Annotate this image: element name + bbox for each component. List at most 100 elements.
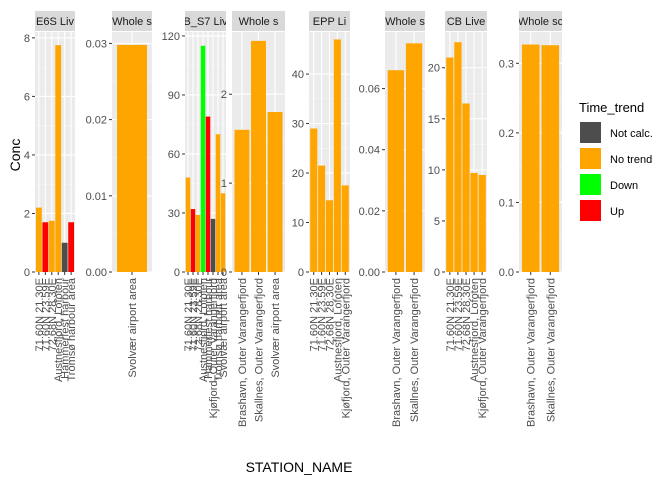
x-tick-label: 71.60N 21.30E	[445, 278, 457, 351]
bar	[341, 185, 349, 272]
y-tick-label: 0.02	[86, 115, 107, 127]
x-tick-label: Tromsø harbour area	[213, 277, 225, 381]
facet-strip-label: CB Live	[447, 16, 486, 28]
bar	[446, 57, 454, 272]
facet-strip	[185, 11, 226, 31]
y-tick-label: 0.02	[359, 206, 380, 218]
legend-key	[580, 174, 601, 195]
x-tick-label: Hammerfest harbour	[60, 278, 72, 379]
bar	[387, 70, 405, 273]
bar	[454, 42, 462, 272]
panel-8: Whole sc 0.0 0.1 0.2 0.3 Brashavn, Outer Vara…	[499, 11, 564, 427]
bar	[251, 40, 266, 273]
x-tick-label: Austnesfjord, Lofoten	[53, 278, 65, 382]
y-tick-label: 0	[434, 267, 440, 279]
bar	[267, 112, 283, 272]
y-tick-label: 2	[221, 89, 227, 101]
x-tick-label: 72.68N 28.30E	[47, 278, 59, 351]
legend-label: Not calc.	[610, 128, 653, 140]
y-tick-label: 0.00	[359, 267, 380, 279]
y-tick-label: 0	[298, 267, 304, 279]
bar	[215, 134, 221, 272]
x-tick-label: Skallnes, Outer Varangerfjord	[254, 278, 266, 422]
bar	[195, 214, 201, 272]
facet-strip	[385, 11, 425, 31]
x-tick-label: 71.60N 21.30E	[183, 278, 195, 351]
legend: Time_trend Not calc. No trend Down Up	[579, 100, 653, 221]
panel-4: Whole s 0 1 2 Brashavn, Outer Varangerfjord S…	[221, 11, 285, 427]
y-tick-label: 5	[434, 216, 440, 228]
bar	[117, 44, 147, 273]
facet-strip-label: EPP Li	[313, 16, 346, 28]
bar	[42, 222, 49, 272]
y-tick-label: 30	[168, 208, 180, 220]
x-tick-label: Brashavn, Outer Varangerfjord	[237, 278, 249, 427]
bar	[234, 129, 250, 272]
x-tick-label: Svolvær airport area	[218, 277, 230, 378]
bar	[61, 242, 68, 272]
bar	[405, 43, 423, 272]
bar	[185, 177, 191, 272]
bar	[48, 220, 55, 272]
y-tick-label: 0.04	[359, 145, 380, 157]
x-axis-title: STATION_NAME	[246, 459, 353, 475]
y-tick-label: 4	[24, 150, 30, 162]
y-tick-label: 1	[221, 178, 227, 190]
legend-label: Down	[610, 180, 638, 192]
legend-entries: Not calc. No trend Down Up	[580, 122, 653, 221]
bar	[35, 207, 42, 272]
x-tick-label: 71.60N 23.59E	[453, 278, 465, 351]
y-tick-label: 40	[292, 69, 304, 81]
y-tick-label: 30	[292, 119, 304, 131]
y-tick-label: 60	[168, 149, 180, 161]
y-tick-label: 120	[162, 31, 180, 43]
legend-label: Up	[610, 206, 624, 218]
facet-strip-label: Whole s	[112, 16, 152, 28]
x-tick-label: Hammerfest harbour	[203, 278, 215, 379]
y-tick-label: 0	[24, 267, 30, 279]
bar	[190, 209, 196, 272]
bar	[220, 193, 226, 272]
x-tick-label: Kjøfjord, Outer Varangerfjord	[208, 278, 220, 418]
x-tick-label: Svolvær airport area	[270, 277, 282, 378]
facet-strip-label: E6S Liv	[36, 16, 74, 28]
x-tick-label: Austnesfjord, Lofoten	[469, 278, 481, 382]
y-tick-label: 0.2	[499, 128, 514, 140]
x-tick-label: Brashavn, Outer Varangerfjord	[391, 278, 403, 427]
y-tick-label: 20	[428, 63, 440, 75]
y-tick-label: 0.3	[499, 58, 514, 70]
y-tick-label: 0	[221, 267, 227, 279]
bar	[470, 172, 478, 272]
y-tick-label: 10	[292, 218, 304, 230]
bar	[521, 44, 540, 272]
y-tick-label: 6	[24, 91, 30, 103]
y-tick-label: 10	[428, 165, 440, 177]
bar	[205, 116, 211, 272]
x-tick-label: 71.60N 23.59E	[317, 278, 329, 351]
facet-strip-label: Whole sc	[518, 16, 564, 28]
y-tick-label: 0	[174, 267, 180, 279]
bar	[210, 218, 216, 272]
y-tick-label: 0.03	[86, 38, 107, 50]
x-tick-label: 72.68N 28.30E	[193, 278, 205, 351]
bar	[462, 103, 470, 272]
y-tick-label: 8	[24, 33, 30, 45]
y-tick-label: 2	[24, 208, 30, 220]
x-tick-label: Skallnes, Outer Varangerfjord	[409, 278, 421, 422]
facet-strip	[232, 11, 285, 31]
legend-label: No trend	[610, 154, 652, 166]
panel-6: Whole s 0.00 0.02 0.04 0.06 Brashavn, Outer V…	[359, 11, 425, 427]
facet-strip	[309, 11, 350, 31]
facet-strip	[112, 11, 152, 31]
legend-key	[580, 148, 601, 169]
x-tick-label: 72.68N 28.30E	[325, 278, 337, 351]
x-tick-label: Svolvær airport area	[127, 277, 139, 378]
x-tick-label: Austnesfjord, Lofoten	[198, 278, 210, 382]
x-tick-label: Kjøfjord, Outer Varangerfjord	[477, 278, 489, 418]
x-tick-label: 72.68N 28.30E	[461, 278, 473, 351]
x-tick-label: Brashavn, Outer Varangerfjord	[526, 278, 538, 427]
